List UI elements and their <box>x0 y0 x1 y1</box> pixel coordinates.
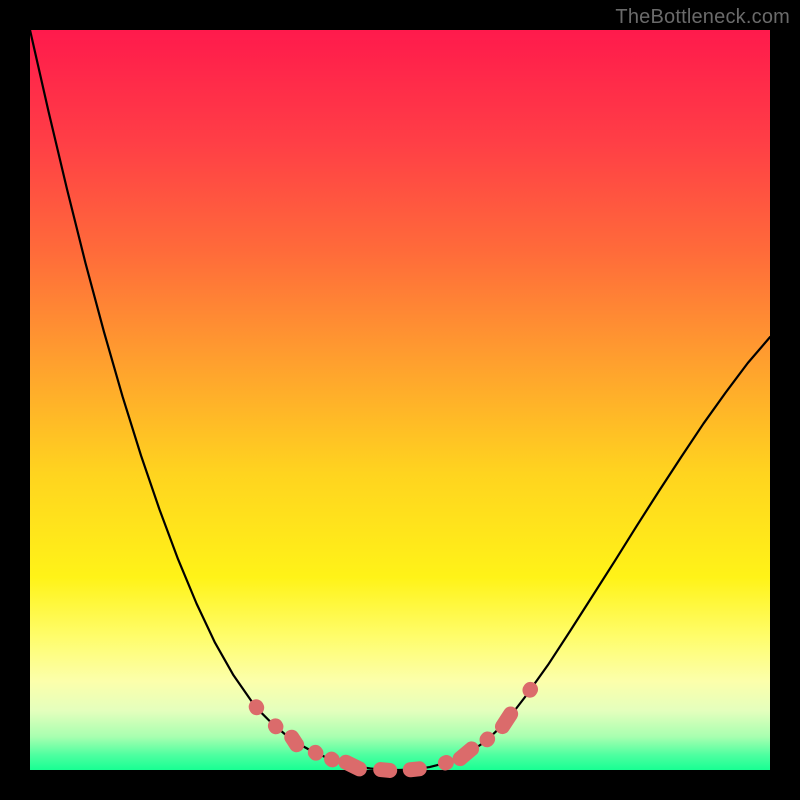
plot-background <box>30 30 770 770</box>
bottleneck-curve-chart <box>0 0 800 800</box>
chart-container: TheBottleneck.com <box>0 0 800 800</box>
